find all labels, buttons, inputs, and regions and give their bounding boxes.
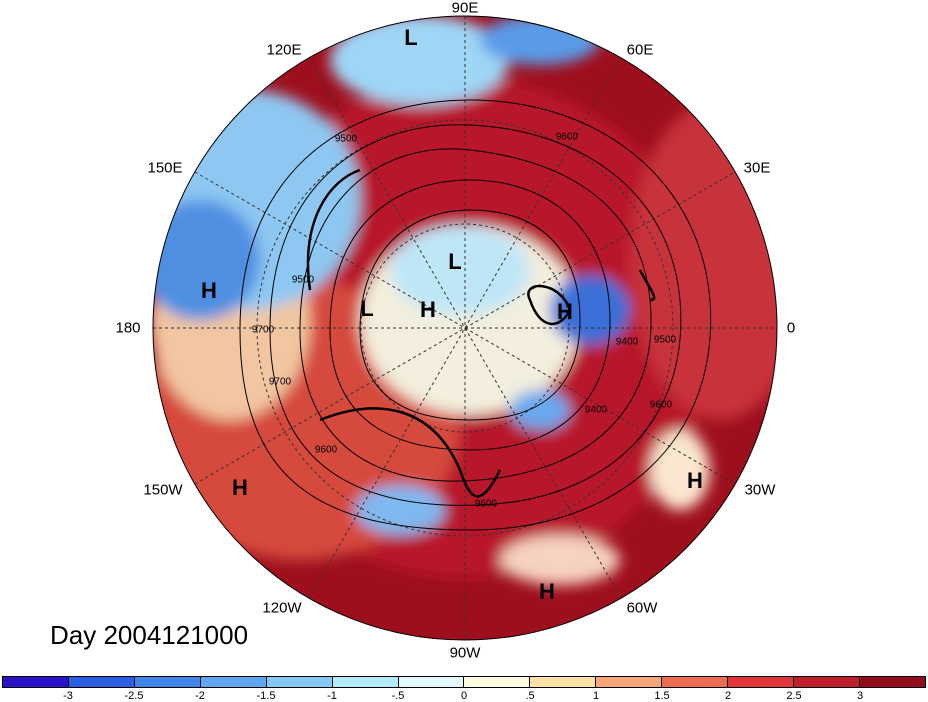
- contour-label: 9400: [584, 404, 608, 416]
- colorbar-swatch: [464, 677, 531, 687]
- contour-label: 9500: [653, 334, 677, 346]
- contour-label: 9700: [251, 324, 275, 336]
- colorbar-tick: .5: [525, 690, 535, 702]
- lon-label-120w: 120W: [262, 599, 302, 617]
- contour-label: 9700: [268, 376, 292, 388]
- colorbar-tick: 2.5: [786, 690, 802, 702]
- colorbar-tick: -3: [63, 690, 73, 702]
- contour-label: 9600: [649, 399, 673, 411]
- contour-label: 9500: [291, 274, 315, 286]
- lon-label-120e: 120E: [266, 41, 302, 59]
- high-center: H: [420, 297, 436, 322]
- colorbar-swatch: [68, 677, 135, 687]
- colorbar-tick: -1.5: [256, 690, 276, 702]
- lon-label-90e: 90E: [451, 0, 479, 17]
- lon-label-0: 0: [786, 319, 796, 337]
- colorbar-swatch: [134, 677, 201, 687]
- colorbar-swatch: [3, 677, 69, 687]
- colorbar-tick: 1.5: [654, 690, 670, 702]
- lon-label-30w: 30W: [744, 481, 776, 499]
- lon-label-60w: 60W: [626, 599, 658, 617]
- colorbar-swatch: [859, 677, 925, 687]
- lon-label-30e: 30E: [743, 159, 771, 177]
- lon-label-180: 180: [115, 319, 141, 337]
- contour-label: 9600: [314, 444, 338, 456]
- low-center: L: [404, 25, 418, 50]
- high-center: H: [201, 278, 217, 303]
- low-center: L: [360, 296, 374, 321]
- colorbar-swatch: [728, 677, 795, 687]
- colorbar-tick: -1: [327, 690, 337, 702]
- contour-label: 9600: [555, 131, 579, 143]
- colorbar-swatch: [596, 677, 663, 687]
- high-center: H: [232, 475, 248, 500]
- contour-label: 9600: [474, 498, 498, 510]
- colorbar-tick: -2: [195, 690, 205, 702]
- high-center: H: [539, 579, 555, 604]
- contour-label: 9500: [334, 133, 358, 145]
- colorbar-tick: -.5: [391, 690, 405, 702]
- date-title: Day 2004121000: [50, 620, 249, 650]
- colorbar-swatch: [794, 677, 860, 687]
- colorbar-tick: 1: [592, 690, 600, 702]
- colorbar-swatch: [266, 677, 333, 687]
- low-center: L: [448, 249, 462, 274]
- high-center: H: [557, 299, 573, 324]
- colorbar-swatch: [332, 677, 399, 687]
- colorbar-swatch: [200, 677, 267, 687]
- lon-label-150e: 150E: [147, 159, 183, 177]
- colorbar-swatch: [530, 677, 597, 687]
- colorbar-tick: 3: [856, 690, 864, 702]
- colorbar-tick: -2.5: [124, 690, 144, 702]
- lon-label-150w: 150W: [143, 481, 183, 499]
- colorbar-tick: 2: [724, 690, 732, 702]
- colorbar-tick: 0: [460, 690, 468, 702]
- lon-label-60e: 60E: [626, 41, 654, 59]
- colorbar-swatch: [398, 677, 465, 687]
- high-center: H: [687, 468, 703, 493]
- colorbar: [2, 676, 926, 688]
- lon-label-90w: 90W: [449, 644, 481, 662]
- contour-label: 9400: [615, 336, 639, 348]
- colorbar-swatch: [662, 677, 729, 687]
